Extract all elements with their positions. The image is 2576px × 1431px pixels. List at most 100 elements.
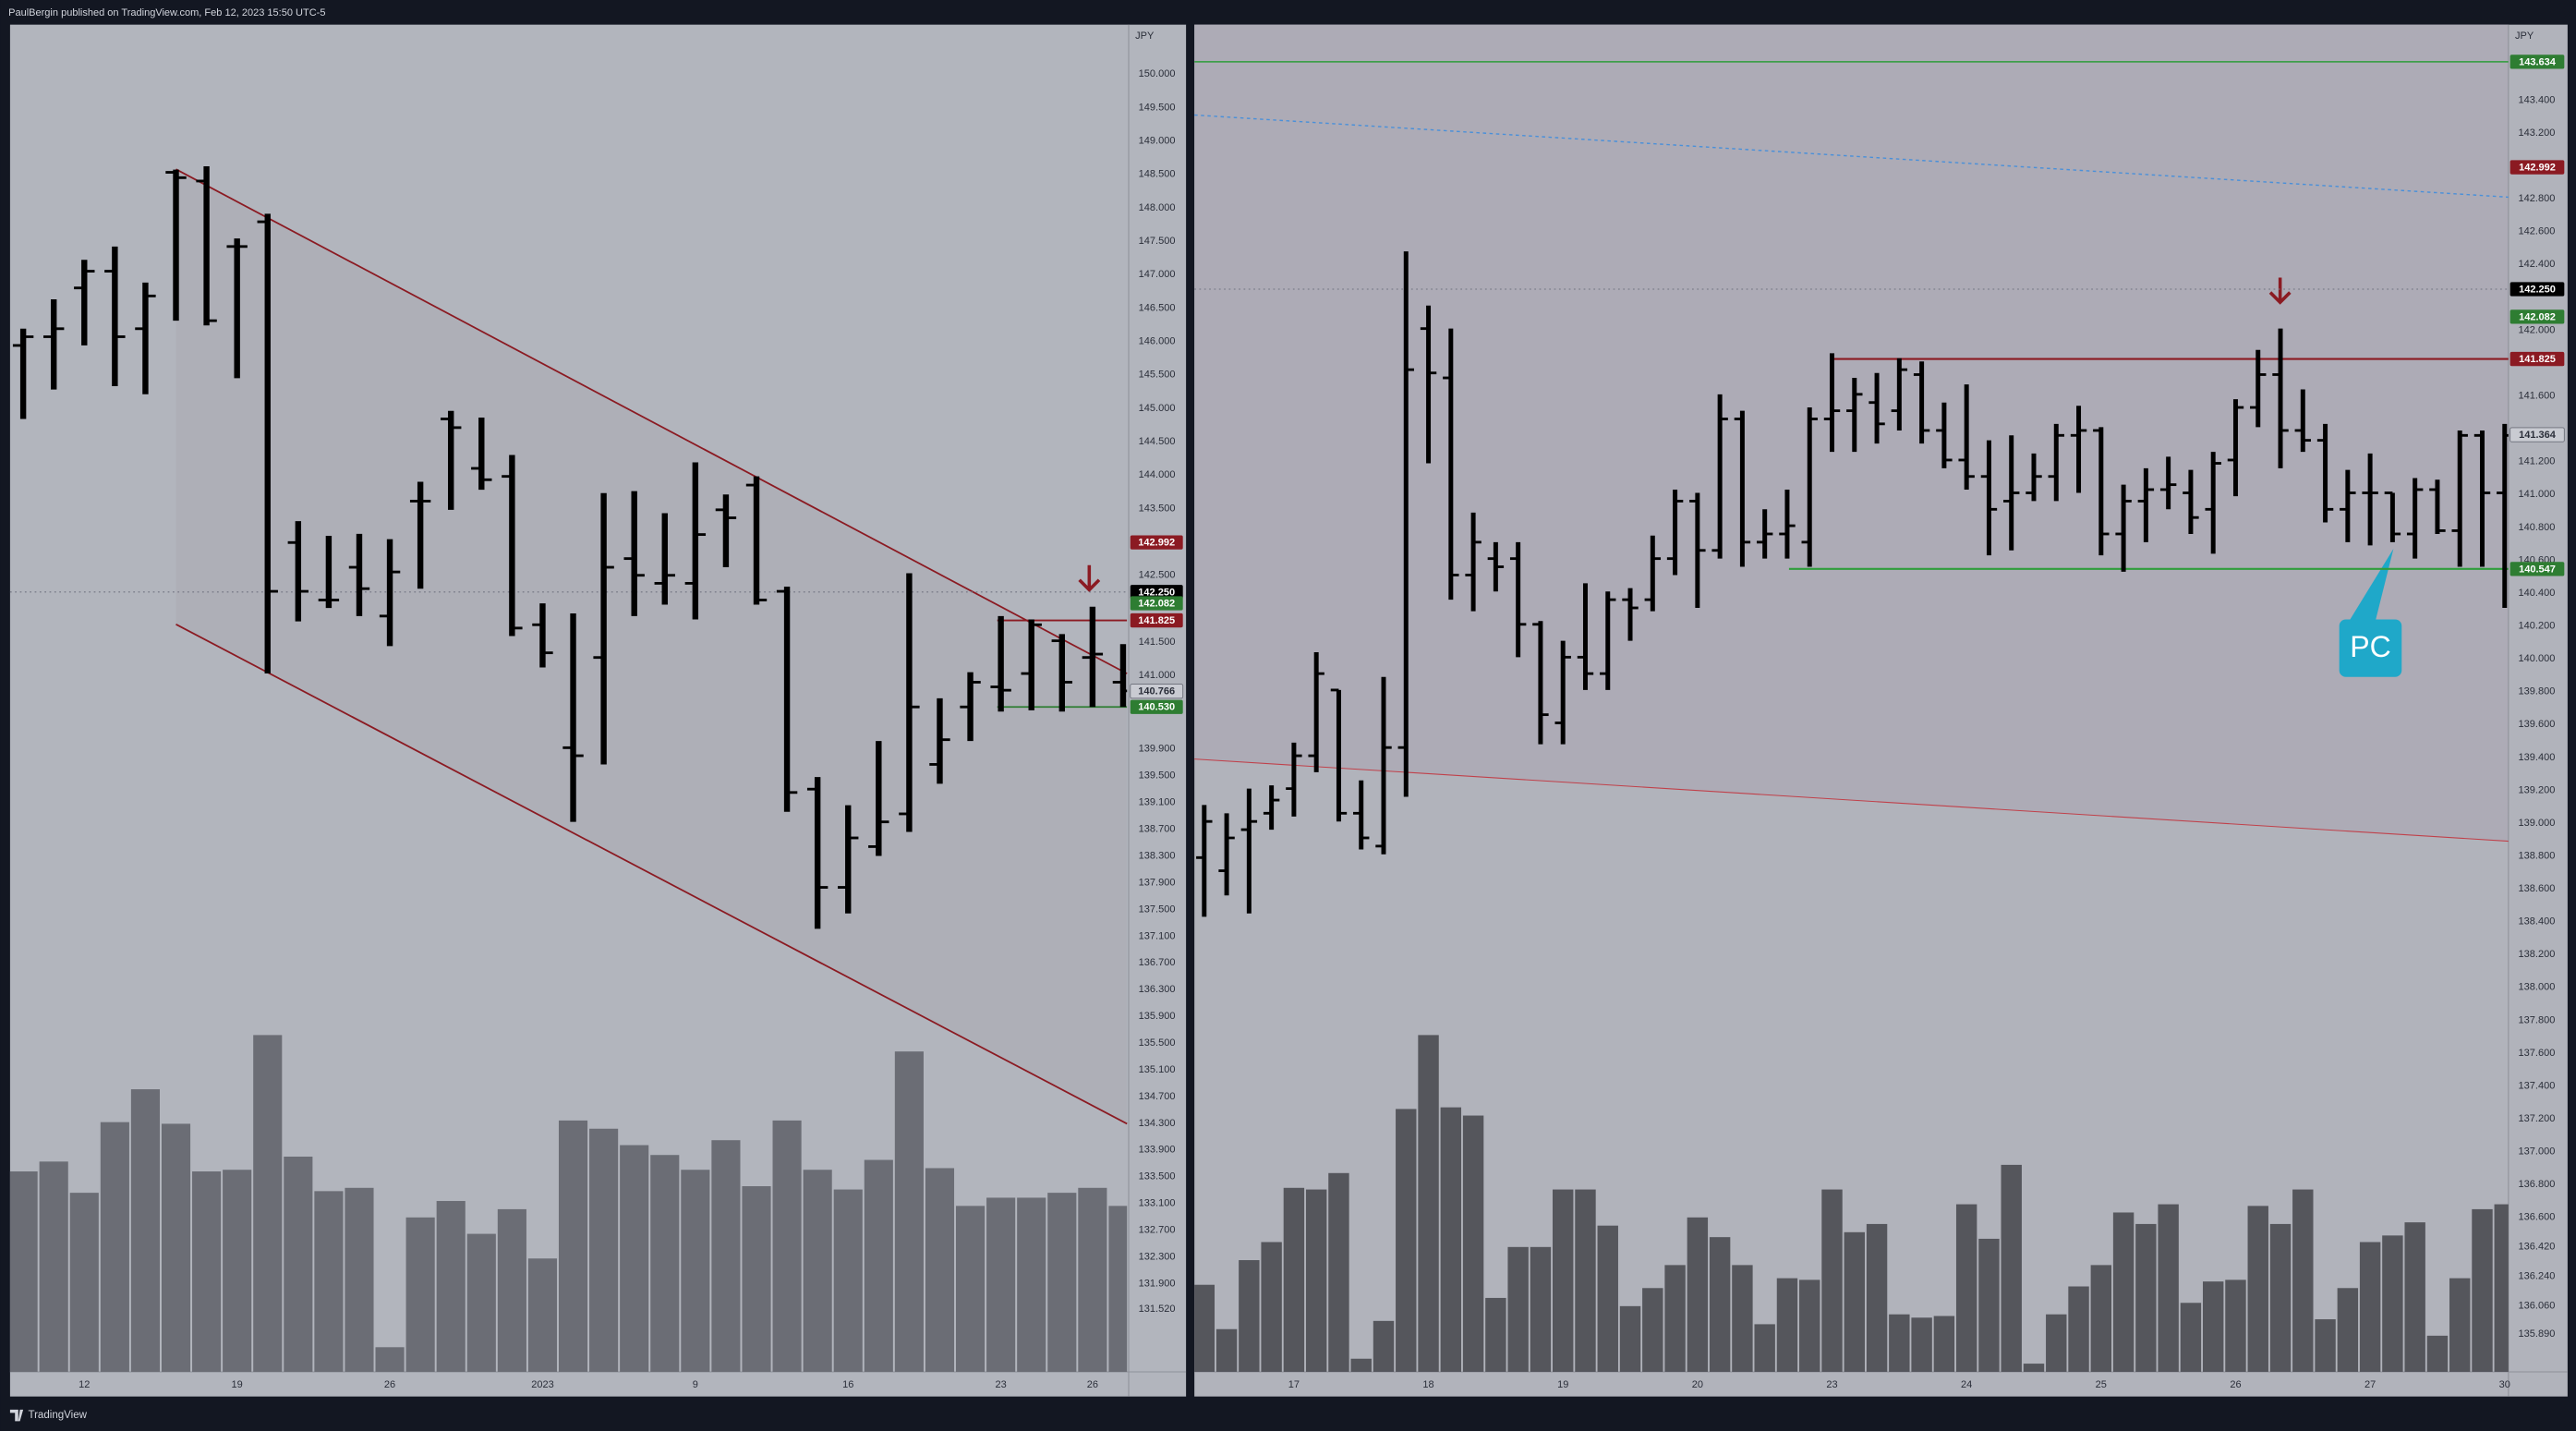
y-tick-label: 139.400 (2519, 752, 2556, 763)
price-tag-label: 142.250 (1138, 587, 1175, 598)
volume-bar (2023, 1364, 2045, 1372)
price-tag (1130, 585, 1183, 600)
y-tick-label: 133.900 (1139, 1145, 1176, 1156)
price-tag-label: 140.547 (2519, 564, 2556, 575)
y-tick-label: 141.000 (1139, 670, 1176, 681)
volume-bar (2135, 1223, 2157, 1372)
y-tick-label: 145.000 (1139, 403, 1176, 414)
volume-bar (375, 1347, 405, 1372)
y-tick-label: 140.000 (2519, 653, 2556, 664)
chart-layer: JPY 150.000 149.500 149.000 148.500 148.000 14… (9, 30, 2565, 1390)
volume-bar (1911, 1317, 1932, 1372)
x-tick-label: 12 (79, 1379, 90, 1390)
volume-bar (2269, 1223, 2292, 1372)
volume-bar (2337, 1288, 2359, 1372)
y-tick-label: 136.700 (1139, 957, 1176, 968)
volume-bar (9, 1171, 38, 1372)
volume-bar (1553, 1189, 1574, 1372)
x-tick-label: 16 (842, 1379, 853, 1390)
y-tick-label: 132.300 (1139, 1251, 1176, 1262)
volume-bar (253, 1035, 283, 1372)
volume-bar (711, 1140, 741, 1372)
volume-bar (192, 1171, 222, 1372)
y-tick-label: 142.800 (2519, 193, 2556, 204)
y-tick-label: 138.000 (2519, 982, 2556, 993)
y-tick-label: 142.000 (2519, 324, 2556, 335)
y-tick-label: 149.000 (1139, 135, 1176, 146)
volume-bar (2090, 1265, 2112, 1372)
volume-bar (130, 1089, 160, 1372)
volume-bar (1328, 1172, 1349, 1372)
volume-bar (1664, 1265, 1686, 1372)
volume-bar (1955, 1204, 1977, 1372)
volume-bar (1866, 1223, 1888, 1372)
y-tick-label: 141.200 (2519, 456, 2556, 467)
volume-bar (2404, 1222, 2425, 1372)
volume-bar (466, 1233, 496, 1372)
y-tick-label: 137.600 (2519, 1048, 2556, 1059)
price-tag (2509, 351, 2565, 367)
x-tick-label: 20 (1692, 1379, 1703, 1390)
x-tick-label: 17 (1288, 1379, 1300, 1390)
y-tick-label: 147.000 (1139, 269, 1176, 280)
y-tick-label: 137.400 (2519, 1080, 2556, 1091)
volume-bar (2382, 1235, 2403, 1372)
y-tick-label: 139.100 (1139, 797, 1176, 808)
volume-bar (864, 1159, 893, 1372)
y-tick-label: 138.200 (2519, 949, 2556, 960)
volume-bar (1350, 1358, 1372, 1372)
volume-bar (2426, 1335, 2449, 1372)
y-tick-label: 139.900 (1139, 744, 1176, 755)
y-tick-label: 134.300 (1139, 1118, 1176, 1129)
x-tick-label: 19 (232, 1379, 243, 1390)
x-tick-label: 30 (2499, 1379, 2510, 1390)
y-tick-label: 140.800 (2519, 522, 2556, 533)
zone-fill (1194, 24, 2509, 842)
price-tag-label: 141.825 (2519, 354, 2556, 365)
volume-bar (1575, 1189, 1596, 1372)
volume-bar (2315, 1319, 2336, 1372)
y-tick-label: 150.000 (1139, 68, 1176, 79)
y-tick-label: 137.200 (2519, 1113, 2556, 1124)
brand-logo (9, 1409, 24, 1422)
callout-box (2339, 619, 2402, 677)
volume-bar (2001, 1164, 2022, 1372)
y-tick-label: 135.900 (1139, 1011, 1176, 1022)
volume-bar (1108, 1206, 1128, 1372)
y-tick-label: 143.500 (1139, 503, 1176, 514)
volume-bar (1305, 1189, 1327, 1372)
y-tick-label: 136.600 (2519, 1212, 2556, 1223)
x-tick-label: 26 (384, 1379, 395, 1390)
volume-bar (2112, 1212, 2135, 1372)
y-tick-label: 139.500 (1139, 770, 1176, 782)
y-tick-label: 142.600 (2519, 226, 2556, 237)
price-tag-label: 142.992 (2519, 162, 2556, 173)
x-tick-label: 23 (1826, 1379, 1837, 1390)
volume-bar (558, 1120, 588, 1372)
price-tag (2509, 160, 2565, 175)
volume-bar (527, 1258, 558, 1372)
brand-name: TradingView (28, 1410, 87, 1421)
y-tick-label: 132.700 (1139, 1225, 1176, 1236)
volume-bar (100, 1122, 129, 1372)
volume-bar (1754, 1324, 1775, 1372)
price-tag (2509, 55, 2565, 69)
price-tag (2509, 427, 2565, 443)
panel-divider (1186, 24, 1195, 1397)
y-tick-label: 138.400 (2519, 916, 2556, 928)
volume-bar (345, 1187, 374, 1372)
y-tick-label: 137.000 (2519, 1146, 2556, 1158)
y-tick-label: 147.500 (1139, 236, 1176, 247)
y-tick-label: 131.900 (1139, 1278, 1176, 1289)
y-tick-label: 136.420 (2519, 1242, 2556, 1253)
price-tag-label: 142.250 (2519, 284, 2556, 295)
volume-bar (284, 1157, 313, 1372)
volume-bar (1776, 1278, 1798, 1372)
y-tick-label: 144.500 (1139, 436, 1176, 447)
x-tick-label: 26 (1087, 1379, 1098, 1390)
volume-bar (497, 1208, 526, 1372)
volume-bar (2494, 1204, 2509, 1372)
volume-bar (1530, 1246, 1552, 1372)
volume-bar (1017, 1197, 1046, 1372)
